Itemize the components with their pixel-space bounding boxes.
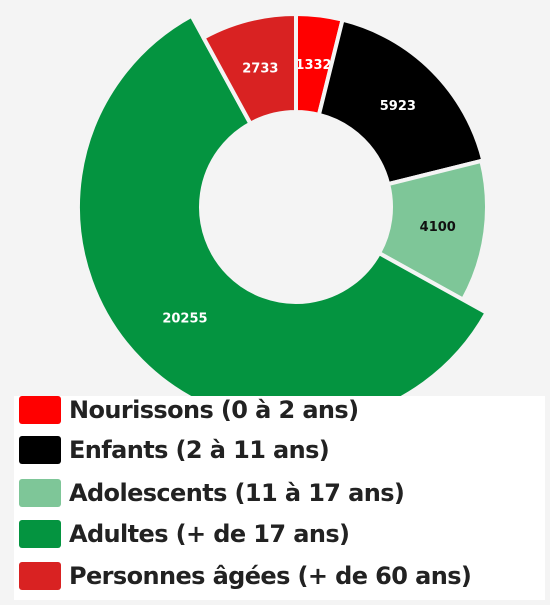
data-label-personnes-agees: 2733 xyxy=(242,61,278,76)
legend-item-adolescents[interactable]: Adolescents (11 à 17 ans) xyxy=(19,476,405,510)
legend-label-enfants: Enfants (2 à 11 ans) xyxy=(69,436,330,464)
legend-label-adultes: Adultes (+ de 17 ans) xyxy=(69,520,350,548)
donut-slice-adultes[interactable] xyxy=(75,13,489,400)
data-label-enfants: 5923 xyxy=(380,99,416,114)
donut-chart-svg: 1332 5923 4100 20255 2733 xyxy=(75,12,489,400)
data-label-adultes: 20255 xyxy=(162,311,207,326)
legend-swatch-enfants xyxy=(19,436,61,464)
legend-swatch-adultes xyxy=(19,520,61,548)
legend-swatch-adolescents xyxy=(19,479,61,507)
data-label-nourissons: 1332 xyxy=(295,58,331,73)
legend-swatch-nourissons xyxy=(19,396,61,424)
legend-item-nourissons[interactable]: Nourissons (0 à 2 ans) xyxy=(19,393,359,427)
legend-item-personnes-agees[interactable]: Personnes âgées (+ de 60 ans) xyxy=(19,559,472,593)
legend-label-adolescents: Adolescents (11 à 17 ans) xyxy=(69,479,405,507)
donut-slice-enfants[interactable] xyxy=(316,17,486,187)
legend-swatch-personnes-agees xyxy=(19,562,61,590)
data-label-adolescents: 4100 xyxy=(420,220,456,235)
donut-slice-personnes-agees[interactable] xyxy=(201,12,298,126)
legend-label-personnes-agees: Personnes âgées (+ de 60 ans) xyxy=(69,562,472,590)
legend-item-adultes[interactable]: Adultes (+ de 17 ans) xyxy=(19,517,350,551)
donut-chart: 1332 5923 4100 20255 2733 xyxy=(75,12,489,400)
legend-label-nourissons: Nourissons (0 à 2 ans) xyxy=(69,396,359,424)
legend: Nourissons (0 à 2 ans) Enfants (2 à 11 a… xyxy=(14,396,545,600)
legend-item-enfants[interactable]: Enfants (2 à 11 ans) xyxy=(19,433,330,467)
